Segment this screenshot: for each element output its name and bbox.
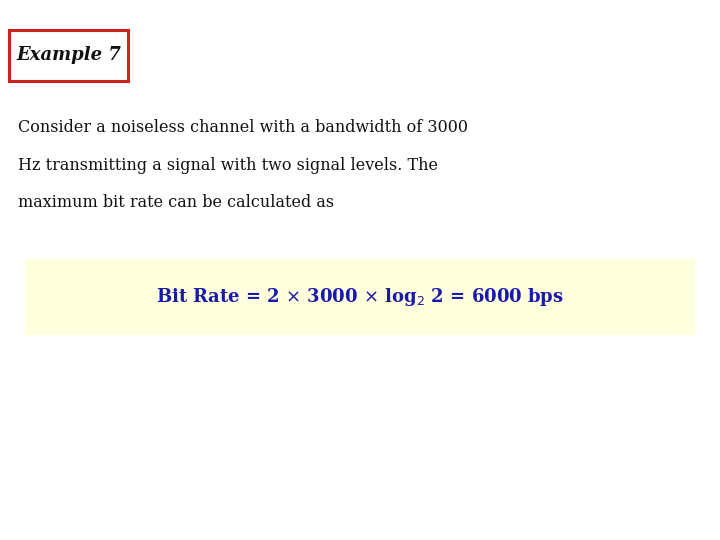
Text: Consider a noiseless channel with a bandwidth of 3000: Consider a noiseless channel with a band…: [18, 119, 468, 136]
Text: Hz transmitting a signal with two signal levels. The: Hz transmitting a signal with two signal…: [18, 157, 438, 173]
Text: maximum bit rate can be calculated as: maximum bit rate can be calculated as: [18, 194, 334, 211]
FancyBboxPatch shape: [25, 259, 695, 335]
Text: Bit Rate = 2 $\times$ 3000 $\times$ log$_2$ 2 = 6000 bps: Bit Rate = 2 $\times$ 3000 $\times$ log$…: [156, 286, 564, 308]
Text: Example 7: Example 7: [17, 46, 121, 64]
FancyBboxPatch shape: [9, 30, 128, 81]
